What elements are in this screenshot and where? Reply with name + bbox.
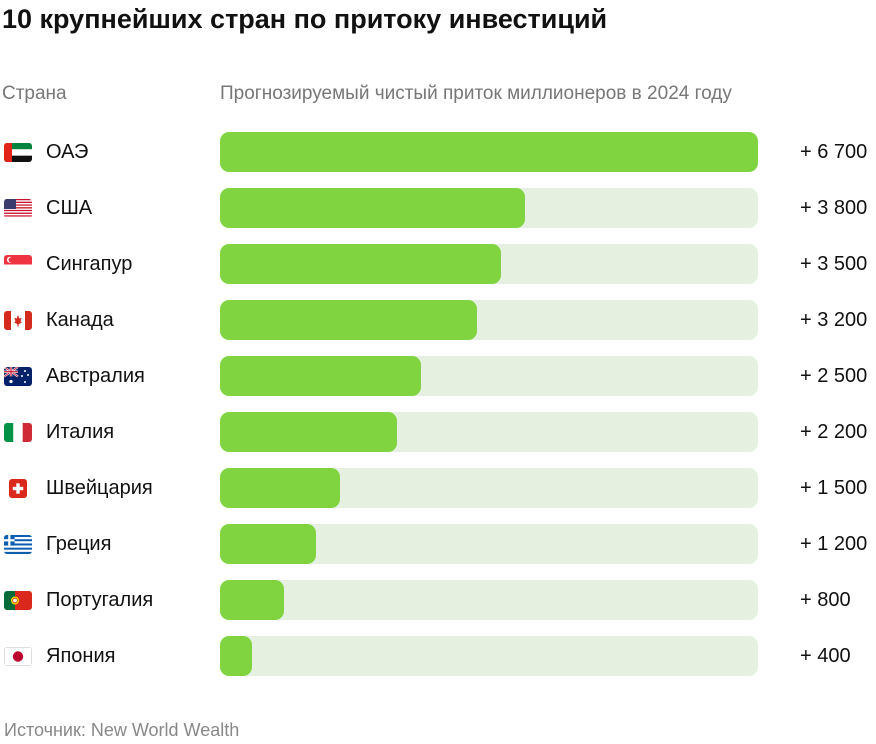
- source-note: Источник: New World Wealth: [4, 720, 240, 740]
- country-label: США: [46, 197, 93, 219]
- bar: [220, 132, 758, 172]
- bar-row: ОАЭ + 6 700: [0, 132, 876, 172]
- column-header-country: Страна: [2, 83, 67, 104]
- bar-track: [220, 412, 758, 452]
- bar-track: [220, 524, 758, 564]
- bar-track: [220, 300, 758, 340]
- country-label: Канада: [46, 309, 114, 331]
- bar: [220, 580, 284, 620]
- country-label: Греция: [46, 533, 112, 555]
- bar-track: [220, 580, 758, 620]
- italy-flag-icon: [4, 423, 32, 442]
- bar: [220, 636, 252, 676]
- bar: [220, 412, 397, 452]
- country-label: Италия: [46, 421, 115, 443]
- bar-row: Италия + 2 200: [0, 412, 876, 452]
- bar-row: Австралия + 2 500: [0, 356, 876, 396]
- switzerland-flag-icon: [4, 479, 32, 498]
- portugal-flag-icon: [4, 591, 32, 610]
- bar-row: Португалия + 800: [0, 580, 876, 620]
- bar-track: [220, 468, 758, 508]
- bar: [220, 524, 316, 564]
- bar: [220, 244, 501, 284]
- value-label: + 800: [800, 589, 851, 611]
- value-label: + 2 500: [800, 365, 868, 387]
- country-label: Австралия: [46, 365, 145, 387]
- country-label: Япония: [46, 645, 116, 667]
- bar: [220, 188, 525, 228]
- bar: [220, 468, 340, 508]
- value-label: + 1 200: [800, 533, 868, 555]
- value-label: + 6 700: [800, 141, 868, 163]
- value-label: + 3 500: [800, 253, 868, 275]
- value-label: + 1 500: [800, 477, 868, 499]
- country-label: Португалия: [46, 589, 154, 611]
- japan-flag-icon: [4, 647, 32, 666]
- column-header-metric: Прогнозируемый чистый приток миллионеров…: [220, 83, 732, 104]
- value-label: + 2 200: [800, 421, 868, 443]
- country-label: ОАЭ: [46, 141, 89, 163]
- bar-row: Канада + 3 200: [0, 300, 876, 340]
- bar-row: Греция + 1 200: [0, 524, 876, 564]
- value-label: + 400: [800, 645, 851, 667]
- bar-track: [220, 188, 758, 228]
- usa-flag-icon: [4, 199, 32, 218]
- bar-track: [220, 132, 758, 172]
- singapore-flag-icon: [4, 255, 32, 274]
- bar-row: США + 3 800: [0, 188, 876, 228]
- bar-track: [220, 356, 758, 396]
- bar-row: Япония + 400: [0, 636, 876, 676]
- value-label: + 3 200: [800, 309, 868, 331]
- bar: [220, 356, 421, 396]
- canada-flag-icon: [4, 311, 32, 330]
- uae-flag-icon: [4, 143, 32, 162]
- value-label: + 3 800: [800, 197, 868, 219]
- country-label: Швейцария: [46, 477, 153, 499]
- bar: [220, 300, 477, 340]
- greece-flag-icon: [4, 535, 32, 554]
- country-label: Сингапур: [46, 253, 133, 275]
- bar-track: [220, 244, 758, 284]
- bar-row: Сингапур + 3 500: [0, 244, 876, 284]
- chart-title: 10 крупнейших стран по притоку инвестици…: [2, 4, 608, 34]
- bar-track: [220, 636, 758, 676]
- australia-flag-icon: [4, 367, 32, 386]
- bar-row: Швейцария + 1 500: [0, 468, 876, 508]
